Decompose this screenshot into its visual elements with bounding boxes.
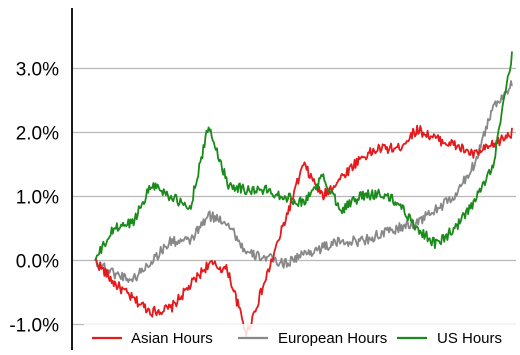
y-tick-label: 1.0%	[16, 188, 59, 209]
y-tick-label: -1.0%	[9, 316, 59, 337]
y-tick-labels: -1.0% 0.0% 1.0% 2.0% 3.0%	[9, 60, 59, 337]
legend-label-asian-hours: Asian Hours	[131, 330, 213, 347]
legend: Asian Hours European Hours US Hours	[84, 324, 516, 352]
y-tick-label: 3.0%	[16, 60, 59, 81]
y-tick-label: 0.0%	[16, 252, 59, 273]
series-line-european-hours	[94, 80, 513, 284]
series-lines	[94, 51, 513, 337]
y-tick-label: 2.0%	[16, 124, 59, 145]
series-line-us-hours	[94, 51, 513, 261]
series-line-asian-hours	[94, 124, 513, 337]
legend-background	[84, 324, 516, 352]
legend-label-us-hours: US Hours	[437, 330, 502, 347]
legend-label-european-hours: European Hours	[278, 330, 387, 347]
